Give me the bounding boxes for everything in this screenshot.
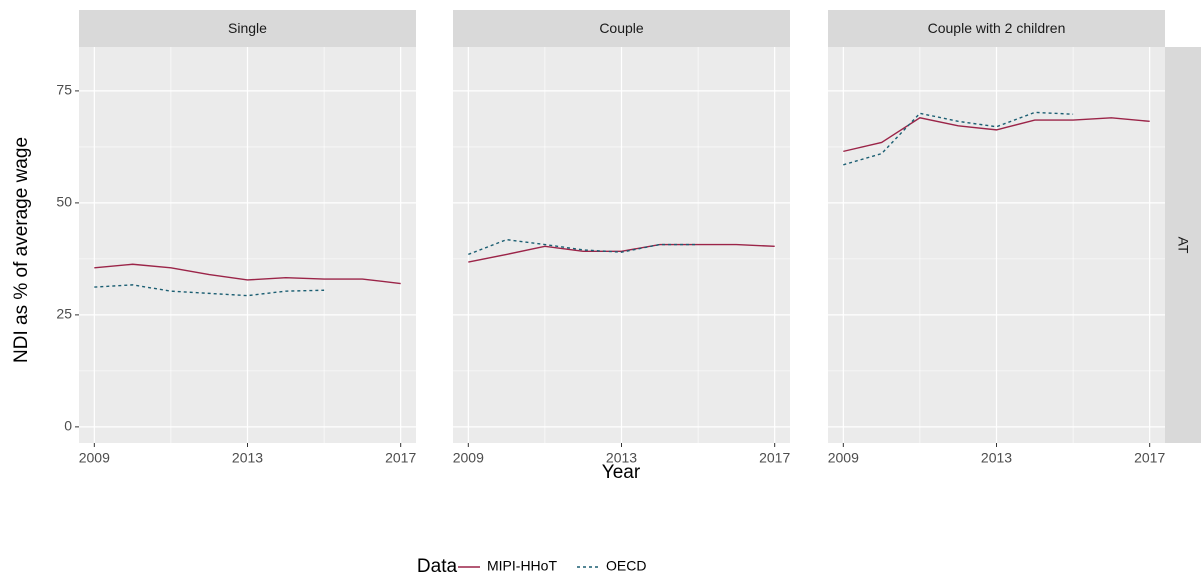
x-tick-label: 2017 (385, 450, 416, 466)
panel-title: Couple (599, 20, 644, 36)
y-tick-label: 0 (64, 418, 72, 434)
data-line (843, 117, 1150, 153)
legend-label: OECD (606, 558, 646, 574)
row-strip (1164, 47, 1201, 443)
y-tick-label: 50 (56, 194, 72, 210)
data-line (94, 284, 325, 297)
x-tick-label: 2013 (232, 450, 263, 466)
panel-strip (453, 10, 790, 47)
x-tick-label: 2013 (606, 450, 637, 466)
data-line (468, 243, 775, 263)
panel-title: Couple with 2 children (928, 20, 1066, 36)
x-axis-title: Year (602, 462, 641, 483)
data-line (94, 263, 401, 285)
panel-strip (828, 10, 1165, 47)
panel-strip (79, 10, 416, 47)
x-tick-label: 2009 (453, 450, 484, 466)
data-line (843, 111, 1074, 166)
x-tick-label: 2017 (759, 450, 790, 466)
row-strip-label: AT (1175, 237, 1191, 254)
x-tick-label: 2009 (79, 450, 110, 466)
legend-label: MIPI-HHoT (487, 558, 557, 574)
legend-title: Data (417, 556, 458, 577)
x-tick-label: 2013 (981, 450, 1012, 466)
x-tick-label: 2009 (828, 450, 859, 466)
y-tick-label: 75 (56, 82, 72, 98)
y-tick-label: 25 (56, 306, 72, 322)
y-axis-title: NDI as % of average wage (11, 137, 32, 363)
panel-title: Single (228, 20, 267, 36)
x-tick-label: 2017 (1134, 450, 1165, 466)
